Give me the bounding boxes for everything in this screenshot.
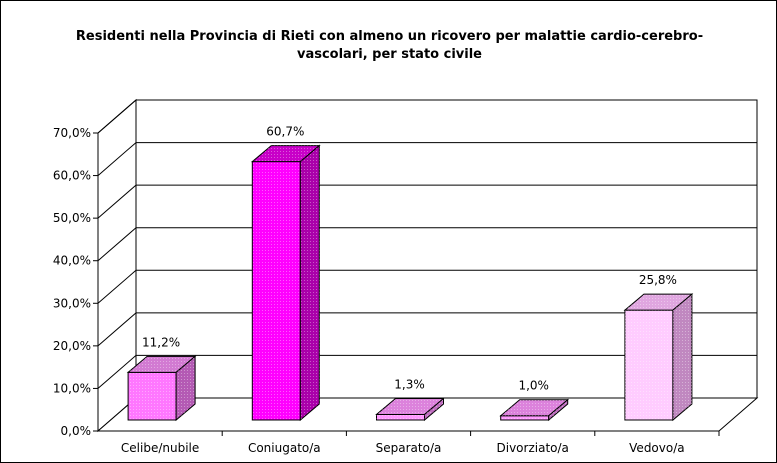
gridline-side: [97, 312, 137, 347]
gridline-side: [97, 99, 137, 134]
bar-front-pattern: [376, 414, 425, 420]
x-tick-label: Coniugato/a: [248, 441, 321, 455]
y-tick-label: 40,0%: [53, 254, 91, 268]
bar-front-pattern: [252, 161, 301, 420]
y-tick-label: 0,0%: [61, 424, 92, 438]
bar-top-pattern: [500, 399, 568, 416]
bar-side-pattern: [672, 294, 692, 420]
x-tick-label: Vedovo/a: [629, 441, 684, 455]
x-tick-label: Divorziato/a: [497, 441, 569, 455]
gridline-side: [97, 355, 137, 389]
y-tick-label: 10,0%: [53, 381, 91, 395]
gridline-side: [97, 142, 137, 176]
y-tick-label: 20,0%: [53, 339, 91, 353]
bar-front-pattern: [500, 415, 549, 420]
y-tick-label: 50,0%: [53, 211, 91, 225]
bar-front-pattern: [128, 372, 177, 420]
bar-side-pattern: [176, 356, 196, 420]
data-label: 25,8%: [639, 273, 677, 287]
bar-side-pattern: [424, 398, 444, 420]
y-tick-label: 70,0%: [53, 126, 91, 140]
bar-front-pattern: [624, 310, 673, 420]
x-tick-label: Separato/a: [376, 441, 442, 455]
bar-top-pattern: [128, 356, 196, 373]
chart-title: Residenti nella Provincia di Rieti con a…: [75, 29, 704, 62]
data-label: 1,3%: [394, 377, 425, 391]
gridline-side: [97, 227, 137, 262]
bar-top-pattern: [624, 294, 692, 311]
y-tick-label: 60,0%: [53, 169, 91, 183]
gridline-side: [97, 184, 137, 219]
gridline-side: [97, 269, 137, 304]
data-label: 60,7%: [266, 125, 304, 139]
bar-side-pattern: [548, 399, 568, 420]
bar-side-pattern: [300, 145, 320, 420]
x-tick-label: Celibe/nubile: [121, 441, 199, 455]
bar-top-pattern: [252, 145, 320, 162]
bar-top-pattern: [376, 398, 444, 415]
data-label: 1,0%: [518, 379, 549, 393]
data-label: 11,2%: [142, 335, 180, 349]
y-tick-label: 30,0%: [53, 296, 91, 310]
